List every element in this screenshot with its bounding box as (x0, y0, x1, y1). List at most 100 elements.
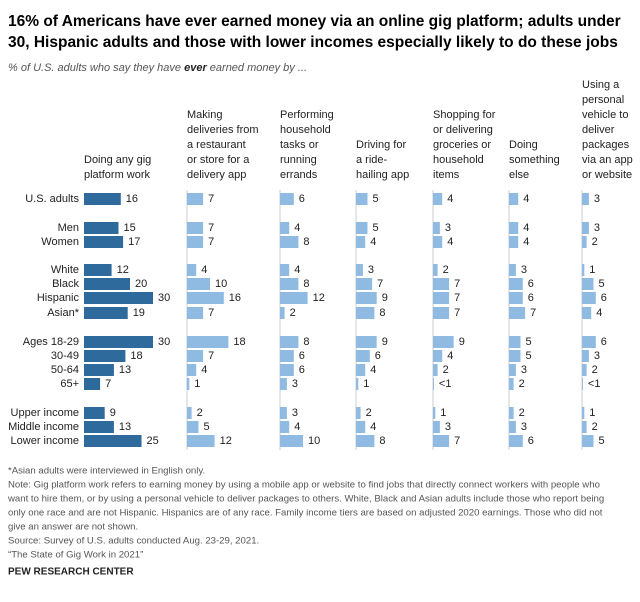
value-label: 6 (528, 278, 534, 290)
value-label: 12 (313, 292, 325, 304)
bar (187, 378, 190, 390)
value-label: <1 (588, 378, 601, 390)
subtitle: % of U.S. adults who say they have ever … (8, 62, 307, 74)
bar (187, 364, 197, 376)
value-label: 5 (526, 350, 532, 362)
value-label: 7 (454, 435, 460, 447)
value-label: 3 (594, 222, 600, 234)
value-label: 9 (110, 407, 116, 419)
bar (509, 350, 521, 362)
bar (187, 222, 204, 234)
value-label: 30 (158, 336, 170, 348)
column-header: platform work (84, 169, 151, 181)
bar (582, 236, 587, 248)
column-header: Doing any gig (84, 154, 151, 166)
bar (356, 421, 366, 433)
bar (280, 292, 308, 304)
value-label: 16 (126, 193, 138, 205)
value-label: 6 (299, 364, 305, 376)
bar (187, 307, 204, 319)
value-label: 1 (440, 407, 446, 419)
value-label: 3 (368, 264, 374, 276)
note: “The State of Gig Work in 2021” (8, 550, 143, 561)
bar (433, 407, 436, 419)
row-label: U.S. adults (25, 193, 79, 205)
value-label: 6 (601, 336, 607, 348)
bar (356, 336, 377, 348)
bar (356, 350, 370, 362)
value-label: 5 (373, 193, 379, 205)
bar (433, 364, 438, 376)
bar (280, 222, 290, 234)
bar (356, 222, 368, 234)
bar (509, 193, 519, 205)
value-label: 3 (445, 222, 451, 234)
subtitle-part: earned money by ... (207, 62, 307, 74)
value-label: 5 (526, 336, 532, 348)
value-label: 4 (294, 421, 300, 433)
value-label: 4 (370, 421, 376, 433)
value-label: 6 (375, 350, 381, 362)
bar (509, 378, 514, 390)
column-header: errands (280, 169, 318, 181)
value-label: 9 (459, 336, 465, 348)
bar (509, 222, 519, 234)
bar (280, 264, 290, 276)
value-label: 3 (594, 350, 600, 362)
bar (582, 307, 592, 319)
column-header: deliver (582, 124, 615, 136)
column-header: a restaurant (187, 139, 246, 151)
bar (84, 278, 130, 290)
bar (84, 193, 121, 205)
bar (433, 236, 443, 248)
bar (582, 421, 587, 433)
value-label: 7 (377, 278, 383, 290)
bar (187, 264, 197, 276)
bar (356, 193, 368, 205)
bar (187, 193, 204, 205)
column-header: items (433, 169, 460, 181)
bar (280, 307, 285, 319)
value-label: 1 (194, 378, 200, 390)
bar (84, 336, 153, 348)
bar (356, 264, 363, 276)
bar (433, 307, 450, 319)
bar (509, 407, 514, 419)
bar (280, 407, 287, 419)
bar (356, 278, 373, 290)
bar (84, 421, 114, 433)
value-label: 3 (521, 364, 527, 376)
value-label: 13 (119, 421, 131, 433)
bar (84, 435, 142, 447)
value-label: 7 (208, 222, 214, 234)
bar (280, 193, 294, 205)
column-header: packages (582, 139, 630, 151)
column-header: Driving for (356, 139, 406, 151)
bar (187, 407, 192, 419)
value-label: 25 (147, 435, 159, 447)
bar (84, 364, 114, 376)
value-label: 10 (215, 278, 227, 290)
value-label: 4 (370, 364, 376, 376)
subtitle-part: % of U.S. adults who say they have (8, 62, 184, 74)
column-header: delivery app (187, 169, 246, 181)
column-header: household (433, 154, 484, 166)
value-label: 4 (370, 236, 376, 248)
bar (582, 222, 589, 234)
value-label: 7 (454, 292, 460, 304)
column-header: or delivering (433, 124, 493, 136)
bar (509, 421, 516, 433)
note: Source: Survey of U.S. adults conducted … (8, 536, 259, 547)
bar (280, 421, 290, 433)
column-header: tasks or (280, 139, 319, 151)
value-label: 2 (519, 378, 525, 390)
value-label: 7 (454, 307, 460, 319)
value-label: 6 (601, 292, 607, 304)
value-label: 1 (589, 264, 595, 276)
value-label: 6 (299, 193, 305, 205)
bar (187, 236, 204, 248)
value-label: 2 (443, 364, 449, 376)
bar (187, 336, 229, 348)
bar (582, 407, 585, 419)
